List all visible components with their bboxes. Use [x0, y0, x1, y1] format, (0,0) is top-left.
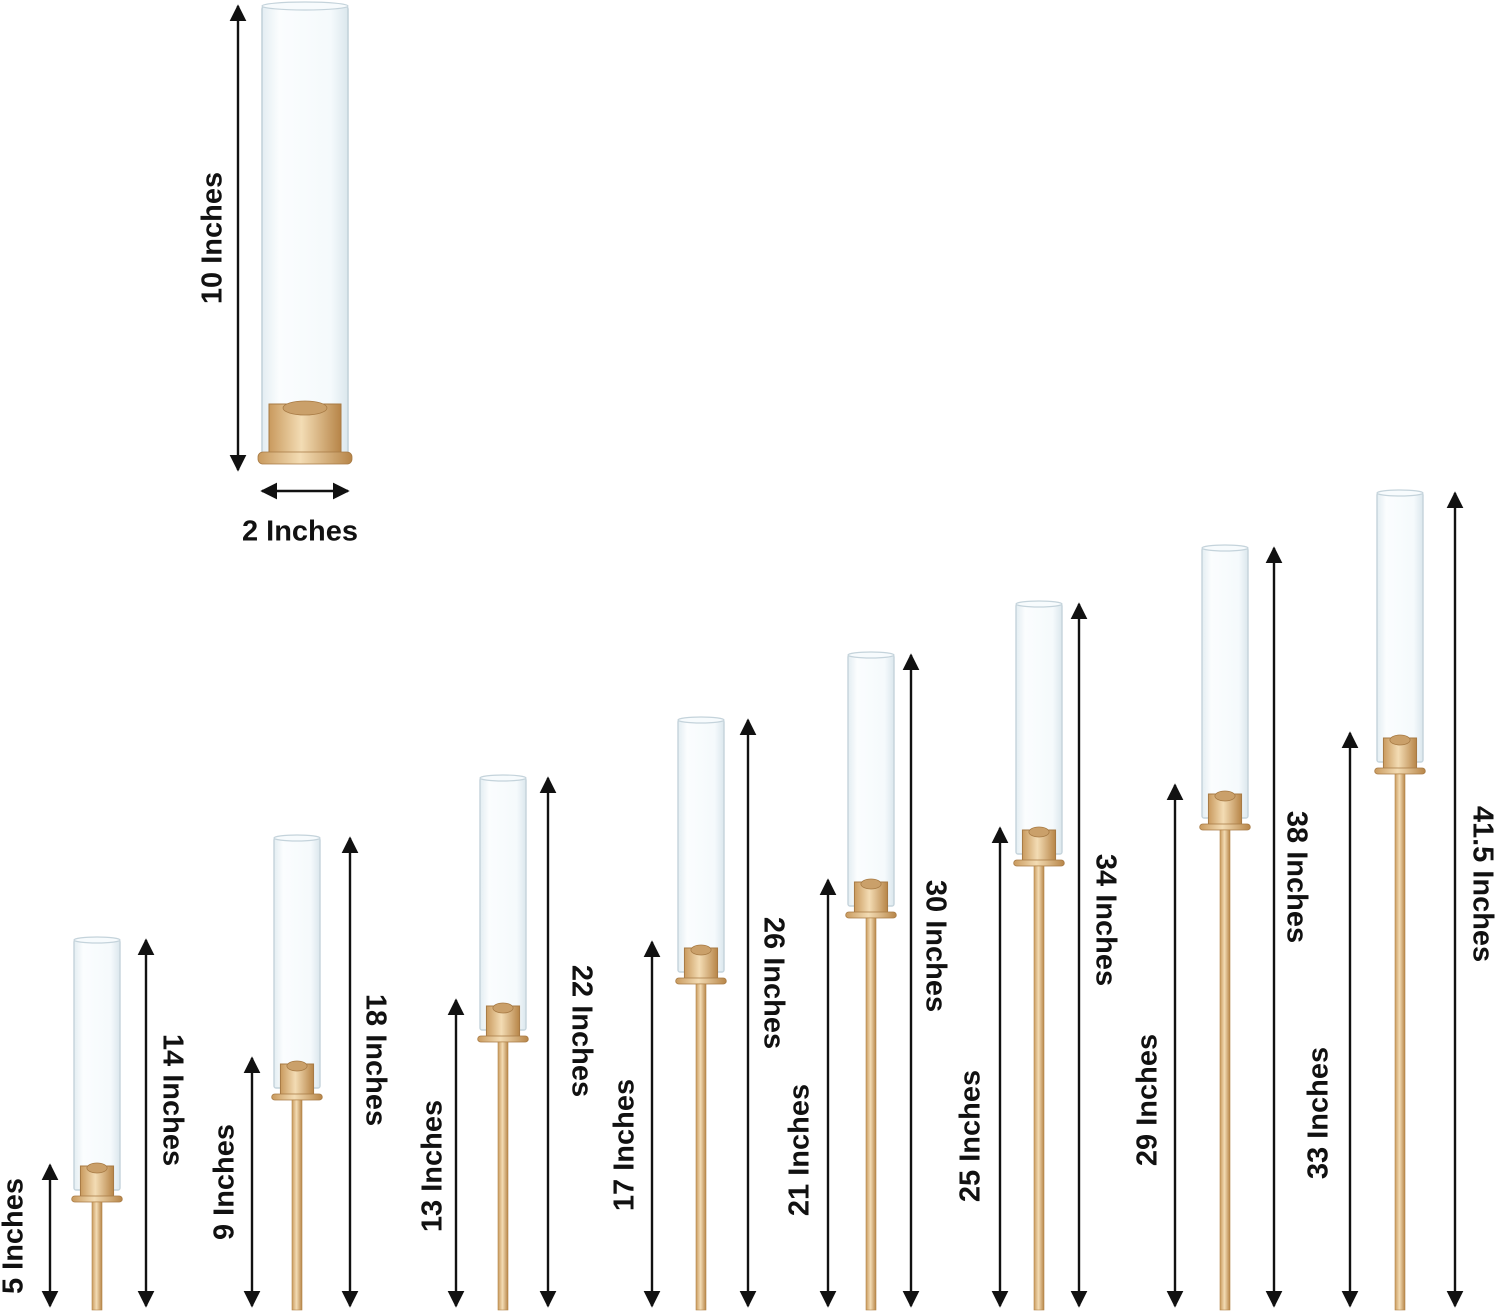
stand-2-total-label: 18 Inches	[359, 993, 392, 1127]
glass-tube	[479, 777, 527, 1031]
glass-tube	[677, 719, 725, 973]
stand-7-base-label: 29 Inches	[1131, 1033, 1164, 1167]
stand-1-base-label: 5 Inches	[0, 1177, 30, 1295]
gold-stem	[1033, 865, 1045, 1311]
glass-rim	[479, 774, 527, 782]
glass-rim	[1015, 600, 1063, 608]
stand-1-total-label: 14 Inches	[156, 1033, 189, 1167]
gold-cup	[683, 947, 719, 981]
stand-8-total-label: 41.5 Inches	[1466, 805, 1499, 963]
gold-stem	[497, 1041, 509, 1311]
stand-5-holder	[845, 651, 897, 1311]
stand-2-base-label: 9 Inches	[208, 1123, 241, 1241]
cup-opening	[860, 878, 882, 890]
gold-stem	[695, 983, 707, 1311]
cup-opening	[286, 1060, 308, 1072]
stand-4-base-label: 17 Inches	[608, 1078, 641, 1212]
glass-rim	[273, 834, 321, 842]
stand-3-base-label: 13 Inches	[416, 1099, 449, 1233]
glass-tube	[847, 654, 895, 907]
stand-4-holder	[675, 716, 727, 1311]
stand-8-holder	[1374, 489, 1426, 1311]
detail-diameter-label: 2 Inches	[241, 515, 359, 548]
detail-glass-holder	[257, 1, 353, 465]
gold-flange	[1199, 823, 1251, 831]
glass-tube	[1201, 547, 1249, 819]
glass-rim	[261, 1, 349, 11]
glass-rim	[73, 936, 121, 944]
gold-stem	[291, 1099, 303, 1311]
stand-3-total-label: 22 Inches	[565, 964, 598, 1098]
glass-rim	[847, 651, 895, 659]
gold-stem	[865, 917, 877, 1311]
stand-3-holder	[477, 774, 529, 1311]
stand-4-total-label: 26 Inches	[757, 916, 790, 1050]
gold-stem	[1219, 829, 1231, 1311]
cup-opening	[282, 400, 328, 416]
gold-flange	[71, 1195, 123, 1203]
glass-rim	[677, 716, 725, 724]
cup-opening	[1214, 790, 1236, 802]
stand-6-base-label: 25 Inches	[954, 1069, 987, 1203]
stand-7-holder	[1199, 544, 1251, 1311]
cup-opening	[1028, 826, 1050, 838]
stand-6-total-label: 34 Inches	[1089, 853, 1122, 987]
cup-opening	[86, 1162, 108, 1174]
cup-opening	[492, 1002, 514, 1014]
stand-1-holder	[71, 936, 123, 1311]
gold-flange	[271, 1093, 323, 1101]
stand-8-base-label: 33 Inches	[1302, 1046, 1335, 1180]
gold-flange	[675, 977, 727, 985]
stand-5-total-label: 30 Inches	[919, 879, 952, 1013]
glass-tube	[1376, 492, 1424, 763]
glass-tube	[1015, 603, 1063, 855]
stand-5-base-label: 21 Inches	[783, 1083, 816, 1217]
glass-tube	[73, 939, 121, 1191]
gold-flange	[477, 1035, 529, 1043]
stand-7-total-label: 38 Inches	[1280, 810, 1313, 944]
gold-flange	[1374, 767, 1426, 775]
cup-opening	[1389, 734, 1411, 746]
gold-flange	[257, 451, 353, 465]
gold-flange	[845, 911, 897, 919]
stand-6-holder	[1013, 600, 1065, 1311]
glass-rim	[1376, 489, 1424, 497]
gold-stem	[1394, 773, 1406, 1311]
stand-2-holder	[271, 834, 323, 1311]
gold-flange	[1013, 859, 1065, 867]
glass-tube	[261, 5, 349, 463]
gold-stem	[91, 1201, 103, 1311]
glass-tube	[273, 837, 321, 1089]
glass-rim	[1201, 544, 1249, 552]
detail-height-label: 10 Inches	[196, 171, 229, 305]
cup-opening	[690, 944, 712, 956]
